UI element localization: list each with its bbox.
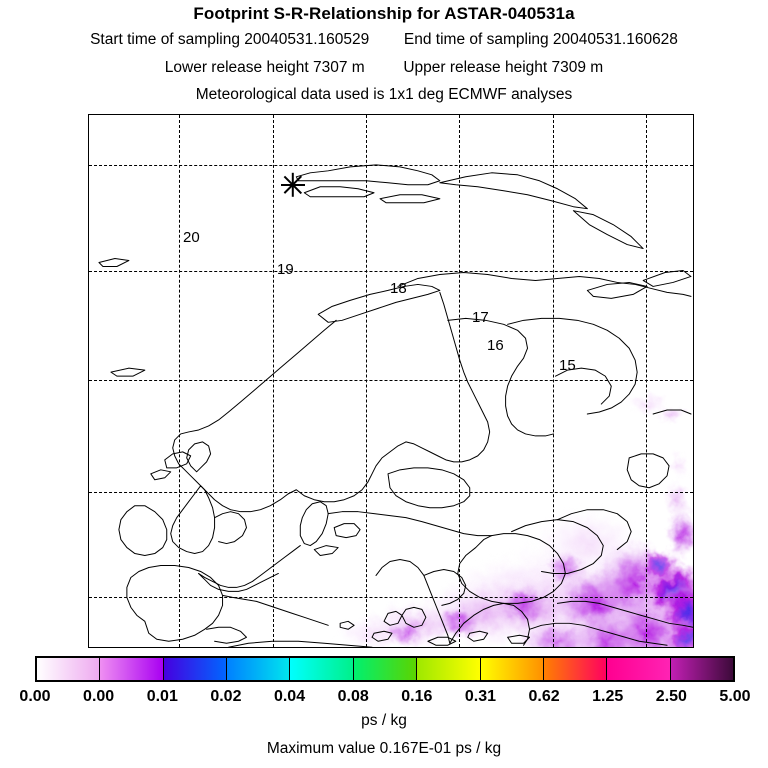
meteo-note-label: Meteorological data used is 1x1 deg ECMW… xyxy=(195,86,573,103)
colorbar-segment xyxy=(670,658,733,680)
colorbar-segment xyxy=(163,658,228,680)
page-title: Footprint S-R-Relationship for ASTAR-040… xyxy=(193,4,575,23)
colorbar-tick-label: 0.16 xyxy=(401,688,433,705)
trajectory-label-15: 15 xyxy=(559,357,576,374)
colorbar-tick-label: 0.01 xyxy=(146,688,178,705)
start-time-label: Start time of sampling 20040531.160529 xyxy=(90,31,370,48)
colorbar-segment xyxy=(353,658,418,680)
lower-release-height-label: Lower release height 7307 m xyxy=(164,59,365,76)
colorbar-segment xyxy=(543,658,608,680)
colorbar-segment xyxy=(607,658,671,680)
maximum-value-label: Maximum value 0.167E-01 ps / kg xyxy=(266,740,502,757)
colorbar-unit-label: ps / kg xyxy=(361,712,407,729)
trajectory-label-20: 20 xyxy=(183,229,200,246)
colorbar-tick-label: 0.00 xyxy=(83,688,115,705)
colorbar-segment xyxy=(37,658,101,680)
colorbar-tick-labels: 0.00 0.00 0.01 0.02 0.04 0.08 0.16 0.31 0.62 1.25… xyxy=(0,688,768,710)
release-height-row: Lower release height 7307 m Upper releas… xyxy=(0,59,768,77)
release-point-marker xyxy=(280,172,306,198)
colorbar-tick-label: 0.04 xyxy=(273,688,306,705)
colorbar-segment xyxy=(417,658,481,680)
colorbar-gradient-strip xyxy=(35,656,735,682)
trajectory-label-16: 16 xyxy=(487,337,504,354)
plot-inner: 20 19 18 17 16 15 xyxy=(89,115,693,647)
colorbar-tick-label: 0.02 xyxy=(210,688,242,705)
upper-release-height-label: Upper release height 7309 m xyxy=(403,59,604,76)
colorbar-tick-label: 0.00 xyxy=(19,688,51,705)
colorbar-segment xyxy=(480,658,544,680)
colorbar-tick-label: 5.00 xyxy=(719,688,751,705)
trajectory-label-18: 18 xyxy=(390,280,407,297)
colorbar-segment xyxy=(290,658,354,680)
sampling-time-row: Start time of sampling 20040531.160529 E… xyxy=(0,31,768,49)
colorbar-segment xyxy=(227,658,291,680)
footprint-map-plot: 20 19 18 17 16 15 xyxy=(88,114,694,648)
colorbar-segment xyxy=(100,658,164,680)
coastline-overlay xyxy=(98,164,693,647)
colorbar-tick-label: 0.62 xyxy=(528,688,560,705)
trajectory-label-17: 17 xyxy=(472,309,489,326)
colorbar-tick-label: 0.31 xyxy=(464,688,497,705)
colorbar-tick-label: 0.08 xyxy=(337,688,369,705)
end-time-label: End time of sampling 20040531.160628 xyxy=(403,31,678,48)
colorbar xyxy=(35,656,735,682)
trajectory-label-19: 19 xyxy=(277,261,294,278)
colorbar-tick-label: 2.50 xyxy=(655,688,687,705)
colorbar-tick-label: 1.25 xyxy=(592,688,624,705)
